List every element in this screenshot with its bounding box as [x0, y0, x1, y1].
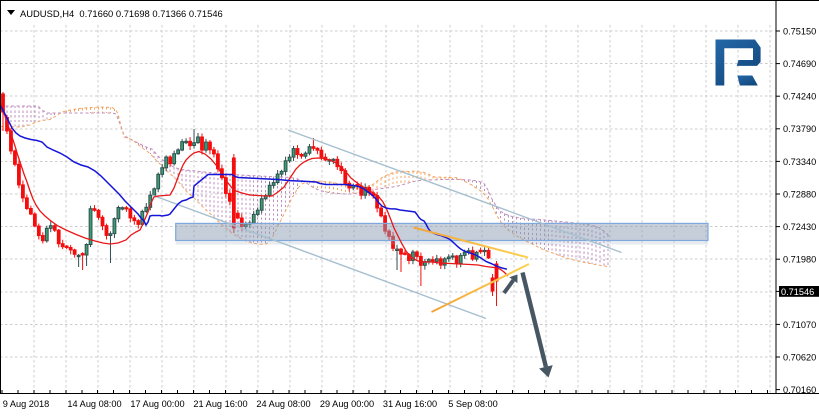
svg-text:0.71546: 0.71546 — [781, 287, 814, 297]
svg-text:0.70160: 0.70160 — [783, 385, 816, 395]
svg-text:0.73790: 0.73790 — [783, 124, 816, 134]
svg-text:0.74690: 0.74690 — [783, 59, 816, 69]
svg-text:14 Aug 08:00: 14 Aug 08:00 — [67, 399, 121, 409]
svg-text:0.70620: 0.70620 — [783, 352, 816, 362]
svg-text:24 Aug 08:00: 24 Aug 08:00 — [256, 399, 310, 409]
svg-text:0.71980: 0.71980 — [783, 255, 816, 265]
svg-text:0.72430: 0.72430 — [783, 222, 816, 232]
svg-text:0.74240: 0.74240 — [783, 92, 816, 102]
svg-text:17 Aug 00:00: 17 Aug 00:00 — [130, 399, 184, 409]
svg-text:0.72880: 0.72880 — [783, 189, 816, 199]
svg-text:0.75150: 0.75150 — [783, 26, 816, 36]
svg-text:9 Aug 2018: 9 Aug 2018 — [3, 399, 50, 409]
svg-text:0.71070: 0.71070 — [783, 320, 816, 330]
svg-text:5 Sep 08:00: 5 Sep 08:00 — [448, 399, 498, 409]
svg-text:AUDUSD,H4 0.71660 0.71698 0.7: AUDUSD,H4 0.71660 0.71698 0.71366 0.7154… — [20, 8, 223, 19]
svg-text:21 Aug 16:00: 21 Aug 16:00 — [193, 399, 247, 409]
svg-text:31 Aug 16:00: 31 Aug 16:00 — [383, 399, 437, 409]
svg-text:0.73340: 0.73340 — [783, 157, 816, 167]
svg-text:29 Aug 00:00: 29 Aug 00:00 — [320, 399, 374, 409]
